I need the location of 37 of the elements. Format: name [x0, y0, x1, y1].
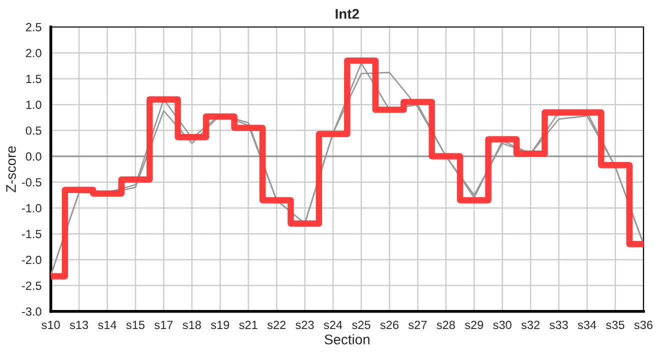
- y-tick-label: 2.5: [26, 23, 42, 32]
- x-tick-label: s27: [408, 320, 427, 330]
- x-tick-label: s33: [550, 320, 568, 330]
- x-tick-label: s29: [464, 320, 484, 330]
- y-tick-label: -0.5: [22, 178, 42, 187]
- y-tick-label: 2.0: [26, 48, 42, 58]
- x-tick-label: s17: [154, 320, 173, 330]
- x-tick-label: s36: [634, 320, 652, 330]
- y-axis-title: Z-score: [6, 146, 16, 192]
- y-tick-label: -3.0: [22, 307, 42, 316]
- y-tick-label: -2.0: [22, 256, 42, 264]
- x-tick-label: s34: [578, 320, 596, 330]
- x-tick-label: s32: [521, 320, 540, 330]
- x-tick-label: s14: [98, 320, 116, 330]
- x-axis-title: Section: [324, 334, 370, 344]
- y-tick-label: -1.5: [22, 230, 42, 238]
- x-tick-label: s21: [239, 320, 258, 330]
- y-tick-label: 1.0: [26, 100, 42, 109]
- y-tick-label: 0.5: [26, 126, 42, 135]
- y-tick-label: -1.0: [22, 204, 42, 212]
- chart-title: Int2: [336, 8, 359, 19]
- x-tick-label: s30: [493, 320, 512, 330]
- x-tick-label: s10: [42, 320, 60, 330]
- x-tick-label: s24: [324, 320, 342, 330]
- x-tick-label: s19: [210, 320, 230, 330]
- y-tick-label: -2.5: [22, 282, 42, 290]
- x-tick-label: s35: [606, 320, 624, 330]
- x-tick-label: s23: [296, 320, 314, 330]
- x-tick-label: s22: [267, 320, 286, 330]
- x-tick-label: s13: [70, 320, 88, 330]
- x-tick-label: s25: [352, 320, 370, 330]
- x-tick-label: s26: [380, 320, 398, 330]
- y-tick-label: 1.5: [26, 74, 42, 84]
- y-tick-label: 0.0: [26, 152, 42, 161]
- x-tick-label: s15: [126, 320, 145, 330]
- x-tick-label: s28: [436, 320, 455, 330]
- x-tick-label: s18: [182, 320, 201, 330]
